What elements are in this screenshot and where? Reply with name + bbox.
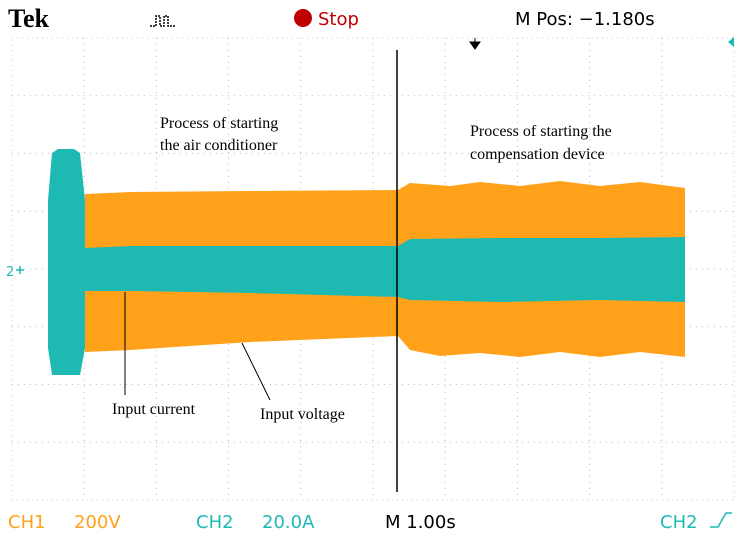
annotation: compensation device	[470, 146, 605, 163]
position: M Pos: −1.180s	[515, 9, 655, 30]
ch2-marker: 2	[6, 265, 14, 280]
annotation: the air conditioner	[160, 137, 278, 154]
ch1-scale: 200V	[74, 512, 121, 533]
annotation: Process of starting	[160, 115, 278, 132]
annotation: Process of starting the	[470, 123, 612, 140]
brand: Tek	[8, 4, 49, 33]
oscilloscope-screen: Tek Stop M Pos: −1.180s 2 Process of sta…	[0, 0, 739, 536]
ch1-label: CH1	[8, 512, 46, 533]
ch2-scale: 20.0A	[262, 512, 315, 533]
trigger-source: CH2	[660, 512, 698, 533]
annotation: Input current	[112, 401, 196, 418]
timebase: M 1.00s	[385, 512, 456, 533]
startup-current	[48, 149, 85, 375]
status: Stop	[318, 9, 359, 30]
annotation: Input voltage	[260, 406, 345, 423]
stop-indicator	[294, 9, 312, 27]
ch2-label: CH2	[196, 512, 234, 533]
